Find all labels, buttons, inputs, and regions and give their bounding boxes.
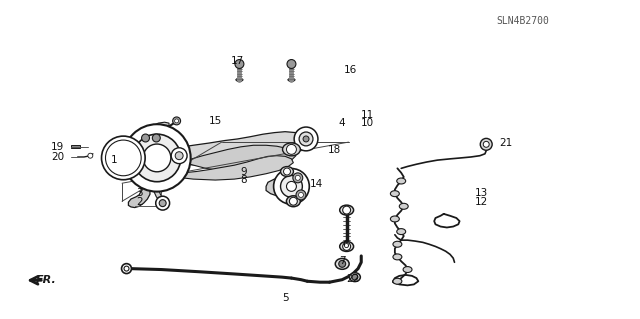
Circle shape — [274, 168, 309, 204]
Text: 1: 1 — [111, 154, 117, 165]
Ellipse shape — [282, 143, 300, 156]
Polygon shape — [171, 132, 310, 165]
Circle shape — [122, 263, 131, 274]
Circle shape — [339, 260, 346, 267]
Circle shape — [175, 152, 183, 160]
Text: 19: 19 — [51, 143, 64, 152]
Ellipse shape — [335, 258, 349, 269]
Text: 11: 11 — [361, 110, 374, 120]
Circle shape — [152, 134, 160, 142]
Ellipse shape — [340, 241, 353, 251]
Circle shape — [303, 136, 309, 142]
Ellipse shape — [349, 273, 360, 282]
Circle shape — [159, 200, 166, 207]
Text: 13: 13 — [475, 188, 488, 198]
Ellipse shape — [287, 196, 300, 207]
Text: 17: 17 — [231, 56, 244, 66]
Circle shape — [480, 138, 492, 150]
Ellipse shape — [280, 167, 294, 176]
Ellipse shape — [390, 216, 399, 222]
Circle shape — [284, 168, 291, 175]
Circle shape — [287, 182, 296, 191]
Circle shape — [280, 175, 302, 197]
Text: 15: 15 — [209, 116, 222, 126]
Circle shape — [289, 197, 298, 205]
Text: 8: 8 — [241, 175, 247, 185]
Circle shape — [106, 140, 141, 176]
Polygon shape — [174, 156, 293, 180]
Ellipse shape — [393, 278, 402, 284]
Text: 6: 6 — [342, 240, 349, 250]
Text: 18: 18 — [328, 145, 341, 155]
Ellipse shape — [397, 229, 406, 234]
Polygon shape — [187, 145, 296, 173]
Circle shape — [483, 141, 489, 147]
Circle shape — [293, 173, 303, 183]
Circle shape — [287, 60, 296, 69]
Circle shape — [143, 144, 171, 172]
Ellipse shape — [340, 205, 353, 215]
Circle shape — [88, 153, 93, 158]
Text: 4: 4 — [339, 118, 346, 128]
Text: 12: 12 — [475, 197, 488, 207]
Text: SLN4B2700: SLN4B2700 — [497, 16, 550, 26]
Circle shape — [173, 117, 180, 125]
Text: 10: 10 — [361, 118, 374, 128]
Circle shape — [342, 242, 351, 250]
Polygon shape — [129, 178, 150, 208]
Polygon shape — [125, 139, 177, 179]
Polygon shape — [287, 78, 295, 81]
Text: 3: 3 — [136, 188, 143, 198]
Circle shape — [102, 136, 145, 180]
Text: 5: 5 — [282, 293, 289, 303]
Circle shape — [156, 196, 170, 210]
Ellipse shape — [393, 254, 402, 260]
Circle shape — [172, 148, 187, 164]
Circle shape — [124, 266, 129, 271]
Circle shape — [342, 206, 351, 214]
Circle shape — [298, 192, 303, 197]
Circle shape — [235, 60, 244, 69]
Circle shape — [287, 145, 296, 154]
Text: 21: 21 — [499, 138, 513, 148]
Text: 9: 9 — [241, 167, 247, 176]
Circle shape — [295, 175, 300, 180]
Ellipse shape — [393, 241, 402, 247]
Text: 20: 20 — [51, 152, 64, 162]
Circle shape — [141, 134, 150, 142]
Circle shape — [296, 190, 306, 200]
Ellipse shape — [390, 191, 399, 197]
Polygon shape — [71, 145, 80, 148]
Ellipse shape — [403, 267, 412, 272]
Circle shape — [299, 132, 313, 146]
Polygon shape — [145, 173, 165, 204]
Text: 22: 22 — [346, 274, 360, 284]
Text: 16: 16 — [344, 65, 357, 75]
Polygon shape — [266, 177, 308, 197]
Ellipse shape — [397, 178, 406, 184]
Text: 7: 7 — [339, 256, 346, 266]
Circle shape — [352, 274, 358, 280]
Circle shape — [294, 127, 318, 151]
Text: 2: 2 — [136, 197, 143, 207]
Text: 14: 14 — [310, 179, 323, 189]
Polygon shape — [236, 78, 243, 81]
Polygon shape — [141, 122, 169, 139]
Circle shape — [124, 124, 191, 192]
Circle shape — [175, 119, 179, 123]
Circle shape — [133, 134, 180, 182]
Text: FR.: FR. — [36, 275, 57, 285]
Ellipse shape — [399, 203, 408, 209]
